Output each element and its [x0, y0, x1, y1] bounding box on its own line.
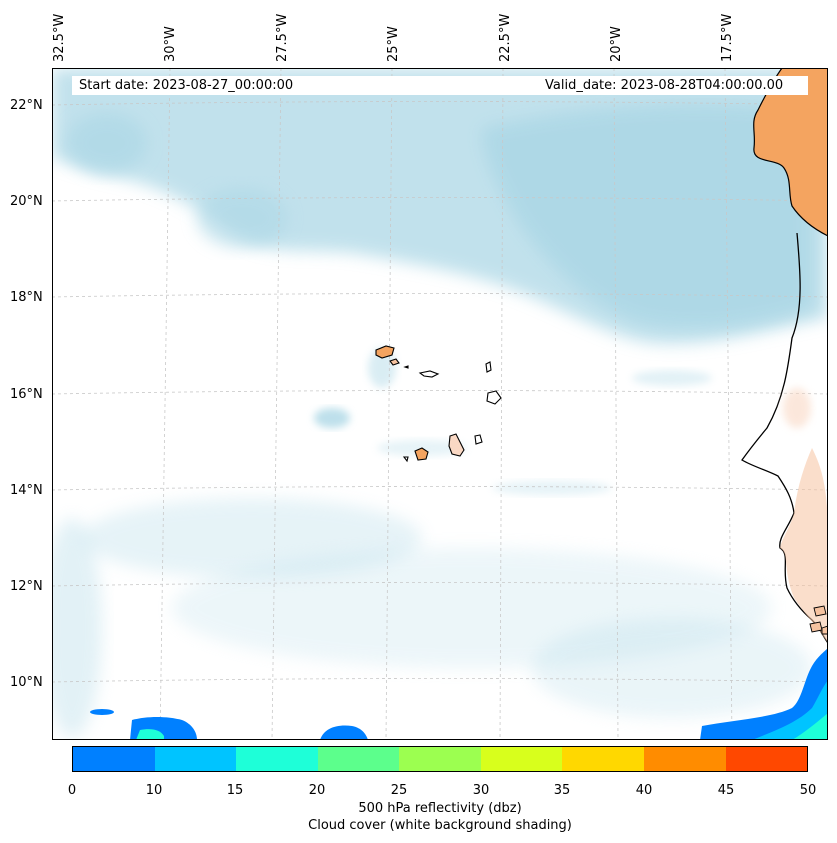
lon-label-22-5w: 22.5°W	[498, 13, 513, 62]
colorbar-seg-45-50	[725, 747, 808, 771]
reflectivity-south-center	[320, 725, 368, 740]
cape-verde-islands	[375, 345, 502, 463]
island-fogo	[414, 447, 429, 461]
lon-label-32-5w: 32.5°W	[52, 13, 67, 62]
gridline-lat-18n	[52, 293, 828, 298]
lat-label-22n: 22°N	[10, 98, 43, 113]
lat-label-16n: 16°N	[10, 387, 43, 402]
colorbar-seg-20-25	[317, 747, 400, 771]
colorbar-tick-35: 35	[553, 783, 571, 798]
colorbar-tick-50: 50	[799, 783, 817, 798]
island-bijagos-1	[813, 605, 827, 617]
gridline-lat-22n	[52, 101, 828, 106]
lat-label-18n: 18°N	[10, 290, 43, 305]
start-date-label: Start date: 2023-08-27_00:00:00	[79, 78, 294, 93]
island-maio	[474, 434, 483, 445]
reflectivity-se	[700, 648, 828, 740]
gridline-lat-20n	[52, 197, 828, 202]
colorbar-tick-25: 25	[390, 783, 408, 798]
cloud-blob-west	[197, 188, 287, 248]
island-brava	[402, 456, 409, 463]
lon-label-27-5w: 27.5°W	[275, 13, 290, 62]
bijagos-islands	[809, 605, 828, 635]
reflectivity-small-w	[90, 709, 114, 715]
gridline-lat-12n	[52, 582, 828, 587]
colorbar-tick-0: 0	[67, 783, 77, 798]
gridline-lon-20w	[613, 68, 619, 740]
graticule	[52, 68, 828, 740]
island-bijagos-2	[809, 621, 823, 633]
gridline-lat-10n	[52, 678, 828, 683]
header-strip	[72, 76, 808, 95]
colorbar-tick-10: 10	[145, 783, 163, 798]
colorbar-tick-20: 20	[308, 783, 326, 798]
colorbar	[72, 746, 808, 772]
island-sao-nicolau	[418, 370, 440, 378]
cloud-blob-central	[314, 408, 350, 428]
reflectivity-se-core	[792, 713, 828, 740]
island-santo-antao	[375, 345, 395, 359]
lat-label-12n: 12°N	[10, 579, 43, 594]
gridline-lat-14n	[52, 486, 828, 491]
colorbar-seg-25-30	[399, 747, 481, 771]
gridline-lat-16n	[52, 390, 828, 395]
cloud-cover-layer	[52, 68, 828, 738]
map-panel	[52, 68, 828, 740]
gridline-lon-17-5w	[724, 68, 733, 740]
island-boa-vista	[486, 390, 502, 405]
lon-label-17-5w: 17.5°W	[720, 13, 735, 62]
colorbar-seg-0-10	[73, 747, 155, 771]
gridline-lon-25w	[385, 68, 393, 740]
lat-label-10n: 10°N	[10, 675, 43, 690]
africa-coast-shading	[780, 448, 828, 643]
colorbar-tick-30: 30	[472, 783, 490, 798]
senegal-shade	[783, 388, 811, 428]
lon-label-20w: 20°W	[609, 26, 624, 62]
reflectivity-se-inner	[752, 680, 828, 740]
reflectivity-sw-inner	[136, 729, 164, 740]
island-santiago	[448, 433, 465, 457]
gridline-lon-27-5w	[271, 68, 282, 740]
lon-label-30w: 30°W	[163, 26, 178, 62]
cloud-mass-east	[482, 104, 812, 328]
africa-coastline-south	[741, 232, 828, 644]
island-bijagos-3	[821, 625, 828, 635]
colorbar-seg-30-35	[480, 747, 563, 771]
reflectivity-layer	[90, 648, 828, 740]
island-sal	[485, 361, 492, 373]
cloud-streak-3	[492, 481, 612, 495]
colorbar-title: 500 hPa reflectivity (dbz)	[358, 801, 522, 816]
gridline-lon-30w	[159, 68, 171, 740]
lon-label-25w: 25°W	[386, 26, 401, 62]
colorbar-tick-15: 15	[226, 783, 244, 798]
colorbar-tick-40: 40	[635, 783, 653, 798]
colorbar-seg-15-20	[236, 747, 318, 771]
africa-land	[753, 68, 828, 237]
cloud-band-southeast	[532, 618, 812, 718]
lat-label-20n: 20°N	[10, 194, 43, 209]
colorbar-seg-10-15	[154, 747, 237, 771]
island-santa-luzia	[403, 365, 409, 369]
valid-date-label: Valid_date: 2023-08-28T04:00:00.00	[545, 78, 784, 93]
colorbar-seg-35-40	[562, 747, 644, 771]
colorbar-subtitle: Cloud cover (white background shading)	[308, 818, 572, 833]
gridline-lon-22-5w	[499, 68, 504, 740]
lat-label-14n: 14°N	[10, 483, 43, 498]
cloud-streak-2	[632, 370, 712, 386]
cloud-band-west-edge	[52, 518, 102, 738]
island-sao-vicente	[389, 358, 400, 366]
cloud-blob-islands	[368, 348, 396, 388]
colorbar-seg-40-45	[643, 747, 726, 771]
cloud-blob-nw	[67, 113, 147, 173]
colorbar-tick-45: 45	[717, 783, 735, 798]
